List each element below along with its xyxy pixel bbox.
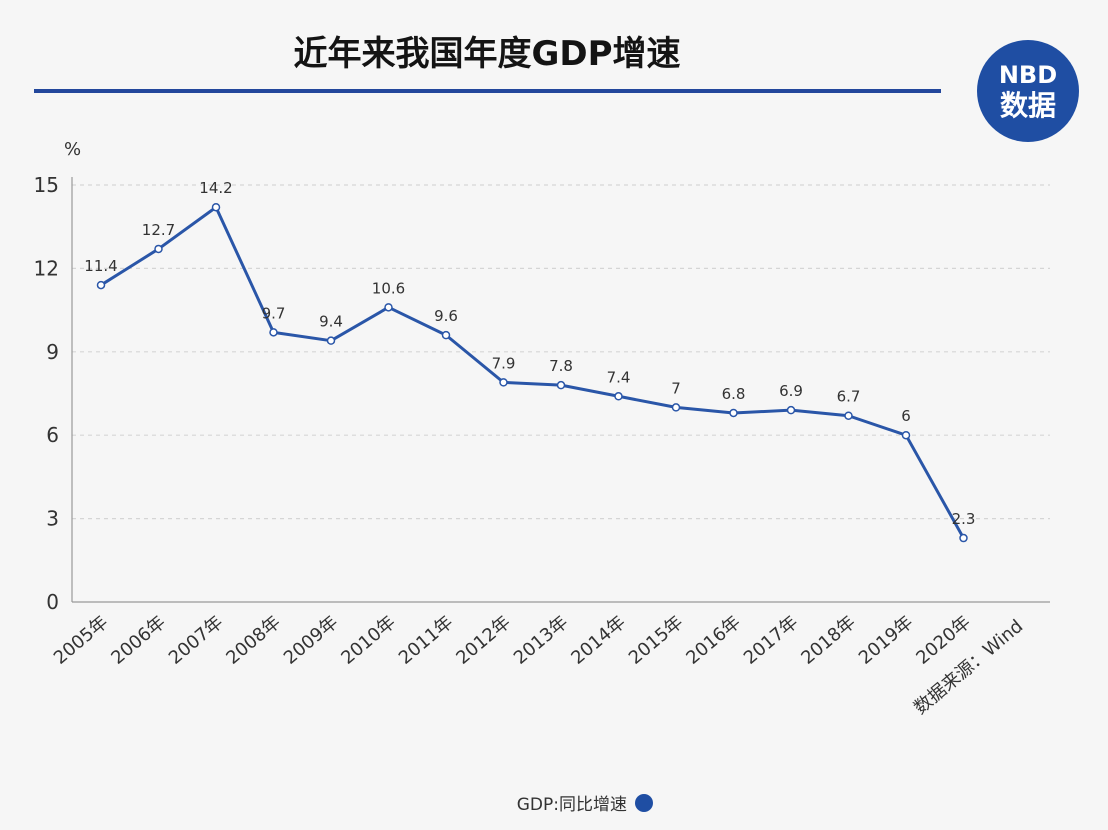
x-tick-label-2008年: 2008年 — [222, 612, 284, 669]
data-point-2005年 — [96, 280, 106, 290]
axis-layer: 0 3 6 9 12 15 — [34, 173, 1050, 614]
x-tick-layer: 2005年2006年2007年2008年2009年2010年2011年2012年… — [50, 612, 975, 669]
data-point-2012年 — [499, 378, 508, 387]
data-point-2017年 — [786, 405, 796, 415]
legend-label: GDP:同比增速 — [517, 795, 627, 815]
nbd-logo: NBD 数据 — [977, 40, 1079, 142]
y-tick-label-3: 3 — [46, 507, 59, 531]
data-label-2009年: 9.4 — [319, 313, 343, 331]
data-point-2008年 — [269, 328, 278, 337]
series-layer — [100, 205, 965, 539]
data-point-2007年 — [211, 202, 221, 212]
y-tick-label-0: 0 — [46, 590, 59, 614]
legend: GDP:同比增速 — [517, 794, 653, 815]
y-tick-label-9: 9 — [46, 340, 59, 364]
x-tick-label-2011年: 2011年 — [395, 612, 457, 669]
data-label-2017年: 6.9 — [779, 382, 803, 400]
data-point-2013年 — [556, 380, 566, 390]
data-point-2018年 — [844, 411, 853, 420]
x-tick-label-2017年: 2017年 — [740, 612, 802, 669]
x-tick-label-2018年: 2018年 — [797, 612, 859, 669]
data-point-2019年 — [901, 430, 911, 440]
data-point-2011年 — [441, 330, 451, 340]
x-tick-label-2007年: 2007年 — [165, 612, 227, 669]
data-label-2016年: 6.8 — [722, 385, 746, 403]
data-point-2006年 — [154, 244, 163, 254]
data-label-2006年: 12.7 — [142, 221, 175, 239]
data-label-2007年: 14.2 — [199, 179, 232, 197]
data-label-2013年: 7.8 — [549, 357, 573, 375]
data-point-2015年 — [671, 403, 681, 412]
data-label-2011年: 9.6 — [434, 307, 458, 325]
y-tick-label-6: 6 — [46, 423, 59, 447]
y-tick-label-12: 12 — [34, 256, 59, 280]
y-unit-label: % — [64, 139, 81, 160]
data-label-2015年: 7 — [671, 379, 681, 397]
data-point-2020年 — [959, 533, 968, 543]
data-point-2010年 — [384, 303, 393, 312]
data-label-2014年: 7.4 — [607, 368, 631, 386]
data-point-2009年 — [326, 336, 336, 345]
x-tick-label-2009年: 2009年 — [280, 612, 342, 669]
data-label-2018年: 6.7 — [837, 388, 861, 406]
data-point-2014年 — [614, 392, 623, 401]
data-label-2010年: 10.6 — [372, 279, 405, 297]
logo-line1: NBD — [999, 61, 1057, 89]
x-tick-label-2010年: 2010年 — [337, 612, 399, 669]
data-label-2019年: 6 — [901, 407, 911, 425]
chart-title: 近年来我国年度GDP增速 — [293, 34, 680, 74]
y-tick-label-15: 15 — [34, 173, 59, 197]
legend-marker — [635, 794, 653, 812]
grid-layer — [72, 184, 1050, 520]
x-tick-label-2014年: 2014年 — [567, 612, 629, 669]
x-tick-label-2012年: 2012年 — [452, 612, 514, 669]
x-tick-label-2019年: 2019年 — [855, 612, 917, 669]
data-label-2008年: 9.7 — [262, 304, 286, 322]
data-label-2005年: 11.4 — [84, 257, 117, 275]
data-label-layer: 11.4 12.7 14.2 9.7 9.4 10.6 9.6 7.9 7.8 7.4 7 6.8 6.… — [84, 179, 975, 528]
x-tick-label-2005年: 2005年 — [50, 612, 112, 669]
data-label-2020年: 2.3 — [952, 510, 976, 528]
logo-circle — [977, 40, 1079, 142]
title-underline — [34, 89, 941, 93]
data-label-2012年: 7.9 — [492, 354, 516, 372]
logo-line2: 数据 — [1000, 89, 1056, 122]
x-tick-label-2015年: 2015年 — [625, 612, 687, 669]
point-layer — [96, 202, 968, 543]
x-tick-label-2016年: 2016年 — [682, 612, 744, 669]
data-point-2016年 — [729, 408, 738, 418]
gdp-growth-line — [100, 205, 965, 539]
x-tick-label-2006年: 2006年 — [107, 612, 169, 669]
x-tick-label-2013年: 2013年 — [510, 612, 572, 669]
